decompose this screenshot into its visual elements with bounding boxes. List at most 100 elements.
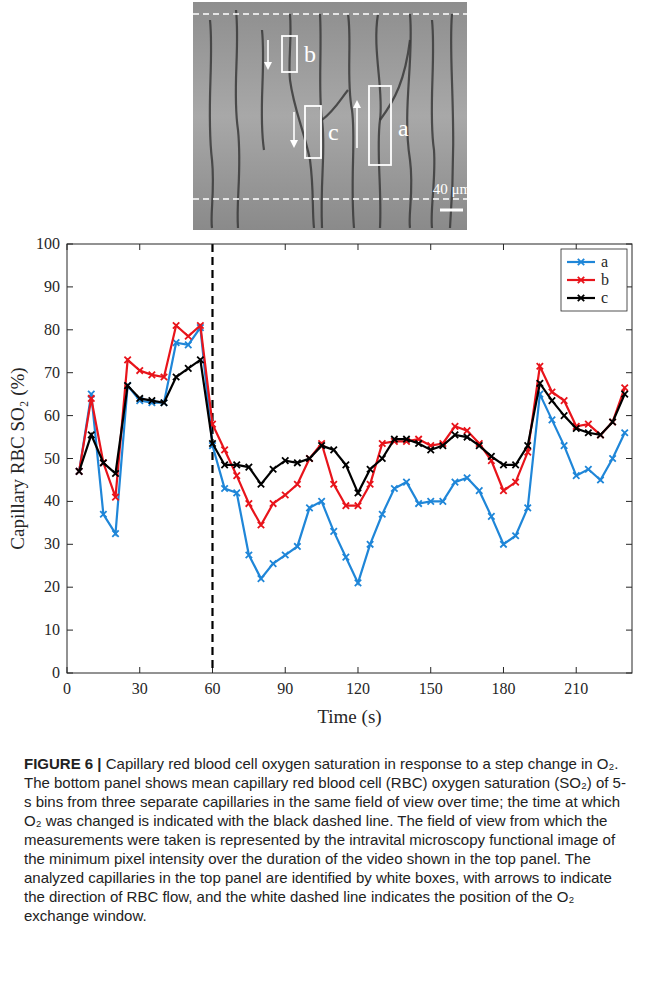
data-point [173,322,179,328]
data-point [270,500,276,506]
data-point [355,490,361,496]
y-tick-label: 30 [44,535,60,552]
data-point [124,382,130,388]
capillary [210,20,213,228]
data-point [452,479,458,485]
data-point [76,468,82,474]
data-point [112,530,118,536]
x-tick [285,244,286,250]
legend-marker [578,295,584,301]
data-point [549,389,555,395]
data-point [221,485,227,491]
data-point [331,447,337,453]
data-point [561,442,567,448]
data-point [609,419,615,425]
y-tick [626,630,632,631]
box-label: b [304,41,316,67]
data-point [391,485,397,491]
data-point [306,505,312,511]
data-point [488,453,494,459]
x-tick [430,667,431,673]
data-point [415,500,421,506]
x-tick [139,244,140,250]
data-point [185,333,191,339]
data-point [549,417,555,423]
data-point [367,481,373,487]
window-line [193,13,467,15]
x-tick [357,244,358,250]
data-layer [76,244,628,673]
data-point [525,442,531,448]
data-point [464,427,470,433]
data-point [294,481,300,487]
y-tick-label: 0 [52,664,60,681]
data-point [88,395,94,401]
data-point [367,541,373,547]
data-point [221,462,227,468]
data-point [294,460,300,466]
y-tick-label: 60 [44,407,60,424]
series-line [79,328,625,583]
y-axis-title: Capillary RBC SO₂ (%) [7,367,29,549]
y-tick [626,544,632,545]
data-point [246,552,252,558]
data-point [331,528,337,534]
x-tick [430,244,431,250]
image-background [193,2,467,230]
data-point [173,339,179,345]
data-point [537,380,543,386]
y-tick [67,587,73,588]
x-tick [285,667,286,673]
data-point [185,365,191,371]
x-tick-label: 150 [419,680,443,697]
legend-box [561,249,627,311]
plot-area [67,244,632,673]
data-point [609,455,615,461]
data-point [173,374,179,380]
data-point [512,479,518,485]
data-point [585,430,591,436]
y-tick [626,458,632,459]
data-point [149,372,155,378]
flow-arrow [267,40,269,64]
data-point [149,397,155,403]
data-point [270,560,276,566]
y-tick [626,372,632,373]
data-point [246,464,252,470]
data-point [197,322,203,328]
data-point [209,440,215,446]
caption-label: FIGURE 6 | [24,755,102,772]
y-tick [67,458,73,459]
capillary [262,30,264,150]
legend-marker [578,277,584,283]
data-point [355,580,361,586]
data-point [391,436,397,442]
data-point [488,513,494,519]
x-tick-label: 120 [346,680,370,697]
y-tick [626,501,632,502]
flow-arrow-head [353,100,361,108]
data-point [622,385,628,391]
scale-bar [440,209,463,212]
x-tick [503,667,504,673]
data-point [367,466,373,472]
y-tick-label: 100 [36,235,60,252]
legend-marker [578,259,584,265]
data-point [258,575,264,581]
data-point [452,432,458,438]
data-point [428,498,434,504]
x-tick-label: 210 [564,680,588,697]
data-point [403,479,409,485]
window-line [193,198,467,200]
data-point [537,363,543,369]
box-label: a [398,115,409,141]
data-point [161,400,167,406]
x-axis-title: Time (s) [317,706,381,728]
data-point [221,447,227,453]
data-point [306,455,312,461]
y-tick [67,372,73,373]
data-point [597,477,603,483]
data-point [294,543,300,549]
y-tick-label: 50 [44,450,60,467]
micrograph: abc40 μm [193,2,472,230]
